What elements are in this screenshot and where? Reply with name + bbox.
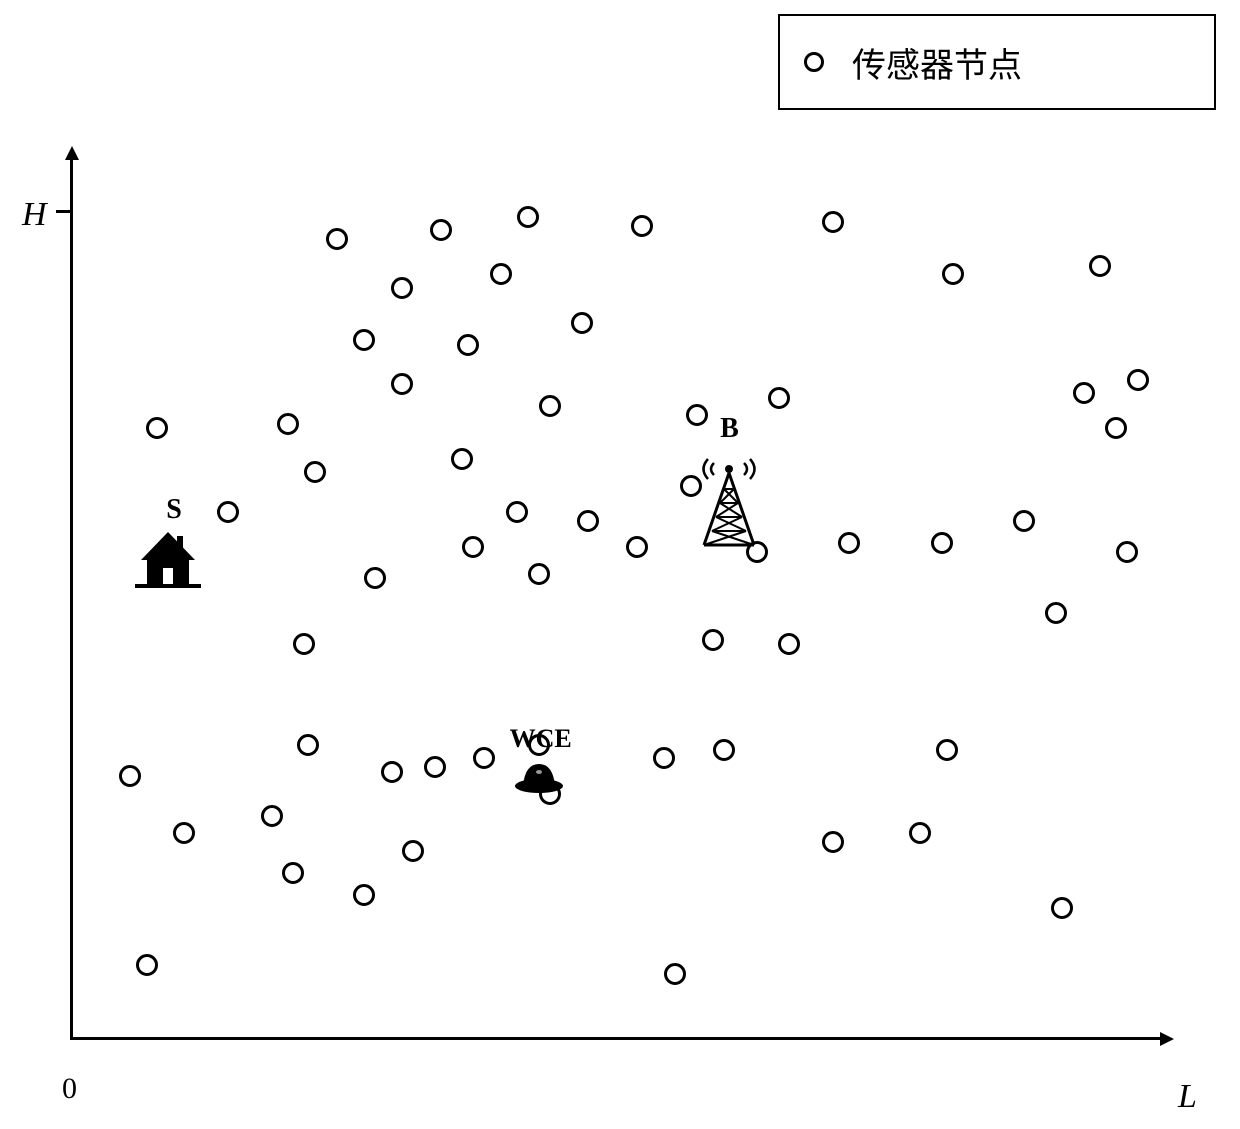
sensor-node	[293, 633, 315, 655]
legend-label: 传感器节点	[852, 38, 1022, 87]
sensor-node	[778, 633, 800, 655]
wce-icon	[513, 758, 565, 794]
x-axis-arrow-icon	[1160, 1032, 1174, 1046]
sensor-node	[424, 756, 446, 778]
sensor-node	[653, 747, 675, 769]
sensor-node	[838, 532, 860, 554]
sensor-node	[539, 395, 561, 417]
sensor-node	[942, 263, 964, 285]
sensor-node	[909, 822, 931, 844]
tower-icon	[694, 449, 764, 549]
sensor-node	[1013, 510, 1035, 532]
sensor-node	[297, 734, 319, 756]
sensor-node	[528, 563, 550, 585]
y-axis-arrow-icon	[65, 146, 79, 160]
sensor-node	[353, 329, 375, 351]
sensor-node	[936, 739, 958, 761]
y-axis-label: H	[22, 196, 47, 234]
sensor-node	[430, 219, 452, 241]
sensor-node	[490, 263, 512, 285]
sensor-node	[326, 228, 348, 250]
sensor-node	[1127, 369, 1149, 391]
house-icon	[133, 530, 203, 590]
tower-label: B	[720, 413, 739, 445]
sensor-node	[571, 312, 593, 334]
sensor-node	[402, 840, 424, 862]
house-label: S	[166, 494, 182, 526]
sensor-node	[282, 862, 304, 884]
sensor-node	[391, 277, 413, 299]
sensor-node	[462, 536, 484, 558]
sensor-node	[173, 822, 195, 844]
x-axis	[70, 1037, 1160, 1040]
sensor-node	[1051, 897, 1073, 919]
sensor-node	[1073, 382, 1095, 404]
sensor-node	[277, 413, 299, 435]
sensor-node	[626, 536, 648, 558]
sensor-node	[304, 461, 326, 483]
sensor-node	[1116, 541, 1138, 563]
sensor-node	[1089, 255, 1111, 277]
legend-marker-icon	[804, 52, 824, 72]
x-axis-label: L	[1178, 1078, 1197, 1116]
plot-area: S	[70, 160, 1160, 1040]
sensor-node	[1045, 602, 1067, 624]
sensor-node	[391, 373, 413, 395]
h-tick	[56, 210, 70, 213]
wce-label: WCE	[510, 724, 572, 754]
sensor-node	[664, 963, 686, 985]
y-axis	[70, 160, 73, 1040]
sensor-node	[517, 206, 539, 228]
sensor-node	[146, 417, 168, 439]
origin-label: 0	[62, 1072, 77, 1106]
sensor-node	[217, 501, 239, 523]
sensor-node	[506, 501, 528, 523]
sensor-node	[822, 831, 844, 853]
legend: 传感器节点	[778, 14, 1216, 110]
sensor-node	[577, 510, 599, 532]
sensor-node	[702, 629, 724, 651]
sensor-node	[451, 448, 473, 470]
sensor-node	[457, 334, 479, 356]
sensor-node	[713, 739, 735, 761]
sensor-node	[686, 404, 708, 426]
sensor-node	[364, 567, 386, 589]
sensor-node	[381, 761, 403, 783]
sensor-node	[473, 747, 495, 769]
sensor-node	[768, 387, 790, 409]
sensor-node	[136, 954, 158, 976]
sensor-node	[261, 805, 283, 827]
sensor-node	[1105, 417, 1127, 439]
sensor-node	[353, 884, 375, 906]
sensor-node	[822, 211, 844, 233]
sensor-node	[931, 532, 953, 554]
diagram-canvas: 传感器节点 S	[0, 0, 1240, 1129]
sensor-node	[631, 215, 653, 237]
sensor-node	[119, 765, 141, 787]
